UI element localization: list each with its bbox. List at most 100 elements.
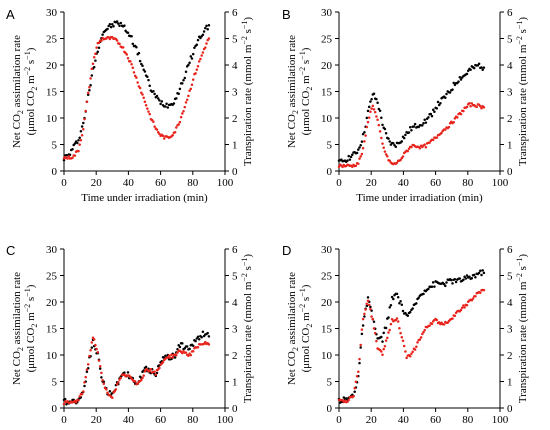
data-point xyxy=(398,326,401,330)
data-point xyxy=(191,78,195,81)
data-point xyxy=(428,141,431,144)
data-point xyxy=(418,147,422,150)
data-point xyxy=(184,101,188,104)
data-point xyxy=(427,287,430,291)
data-point xyxy=(94,59,97,62)
data-point xyxy=(370,97,373,101)
data-point xyxy=(129,375,132,379)
data-point xyxy=(153,370,156,373)
data-point xyxy=(361,147,365,150)
data-point xyxy=(468,102,471,105)
data-point xyxy=(141,93,144,96)
y-left-tick-label: 0 xyxy=(52,403,58,415)
data-point xyxy=(354,164,358,168)
y-right-tick-label: 2 xyxy=(232,350,238,362)
data-point xyxy=(372,108,376,111)
data-point xyxy=(395,317,399,320)
data-point xyxy=(353,387,356,390)
data-point xyxy=(445,92,448,96)
data-point xyxy=(196,64,200,68)
data-point xyxy=(445,281,448,284)
data-point xyxy=(422,330,425,334)
y-left-tick-label: 0 xyxy=(327,166,333,178)
data-point xyxy=(123,371,126,374)
x-tick-label: 100 xyxy=(217,414,234,426)
data-point xyxy=(462,278,465,281)
data-point xyxy=(191,344,195,347)
y-right-tick-label: 3 xyxy=(507,87,513,99)
data-point xyxy=(410,352,413,356)
data-point xyxy=(419,336,423,339)
data-point xyxy=(207,37,211,40)
data-point xyxy=(365,302,369,305)
data-point xyxy=(378,109,382,112)
data-point xyxy=(482,66,486,69)
data-point xyxy=(86,363,90,366)
data-point xyxy=(355,151,359,155)
data-point xyxy=(410,145,413,149)
x-tick-label: 100 xyxy=(492,414,509,426)
data-point xyxy=(435,136,439,139)
data-point xyxy=(115,20,119,23)
data-point xyxy=(398,301,401,305)
data-point xyxy=(140,62,143,66)
data-point xyxy=(375,97,378,101)
data-point xyxy=(430,285,434,289)
data-point xyxy=(456,116,459,119)
data-point xyxy=(361,132,365,136)
data-point xyxy=(422,122,425,125)
data-point xyxy=(191,349,195,353)
y-right-tick-label: 6 xyxy=(232,7,238,19)
x-tick-label: 40 xyxy=(123,177,135,189)
data-point xyxy=(358,361,361,365)
data-point xyxy=(131,66,135,70)
data-point xyxy=(185,345,189,348)
y-left-tick-label: 5 xyxy=(52,377,58,389)
data-point xyxy=(201,330,205,334)
data-point xyxy=(395,161,399,165)
data-point xyxy=(106,391,109,395)
data-point xyxy=(118,42,121,46)
data-point xyxy=(183,76,187,80)
data-point xyxy=(126,371,130,374)
x-tick-label: 60 xyxy=(155,414,167,426)
data-point xyxy=(349,155,353,159)
y-left-tick-label: 20 xyxy=(321,60,333,72)
data-point xyxy=(480,273,483,277)
data-point xyxy=(77,149,80,153)
data-point xyxy=(181,112,184,115)
y-left-tick-label: 10 xyxy=(46,113,58,125)
data-point xyxy=(194,339,197,343)
data-point xyxy=(164,105,167,108)
data-point xyxy=(427,116,430,119)
data-point xyxy=(462,304,465,307)
x-tick-label: 20 xyxy=(366,414,378,426)
data-point xyxy=(481,269,484,272)
data-point xyxy=(80,125,84,128)
data-point xyxy=(108,389,112,393)
y-left-tick-label: 20 xyxy=(321,297,333,309)
data-point xyxy=(364,308,367,311)
data-point xyxy=(188,347,191,351)
data-point xyxy=(458,277,462,280)
y-left-tick-label: 30 xyxy=(46,7,58,19)
data-point xyxy=(105,388,108,391)
data-point xyxy=(453,277,457,281)
data-point xyxy=(479,291,482,294)
data-point xyxy=(433,110,436,114)
data-point xyxy=(382,146,385,149)
data-point xyxy=(101,33,104,36)
data-point xyxy=(156,97,160,100)
data-point xyxy=(123,24,126,27)
y-right-axis-label: Transpiration rate (mmol m−2 s−1) xyxy=(515,17,529,167)
data-point xyxy=(97,41,101,45)
data-point xyxy=(201,33,205,36)
data-point xyxy=(357,148,360,151)
data-point xyxy=(474,276,477,279)
data-point xyxy=(117,380,120,384)
data-point xyxy=(126,56,130,60)
x-tick-label: 0 xyxy=(61,177,67,189)
data-point xyxy=(207,335,211,338)
data-point xyxy=(407,131,411,134)
data-point xyxy=(84,375,87,379)
